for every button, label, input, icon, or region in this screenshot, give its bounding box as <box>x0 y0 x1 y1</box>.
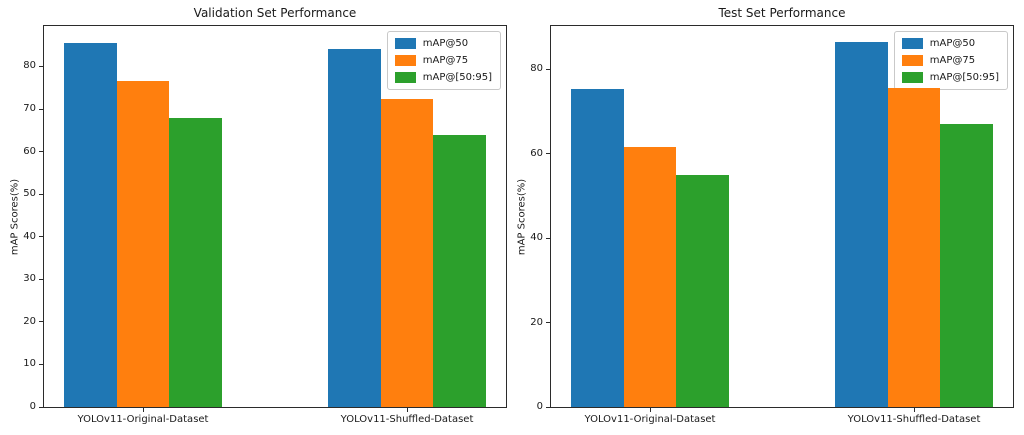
y-tick-mark <box>39 108 43 110</box>
y-tick-mark <box>546 322 550 324</box>
y-tick-mark <box>546 68 550 70</box>
legend-item: mAP@[50:95] <box>394 70 492 85</box>
y-tick-mark <box>39 406 43 408</box>
x-tick-mark <box>913 408 915 412</box>
bar <box>327 49 381 407</box>
y-tick-label: 70 <box>23 103 36 114</box>
legend-item: mAP@75 <box>901 53 999 68</box>
bar <box>940 124 994 407</box>
y-tick-mark <box>39 65 43 67</box>
bar <box>63 43 117 407</box>
y-tick-label: 30 <box>23 273 36 285</box>
legend-swatch <box>394 72 416 83</box>
y-tick-label: 40 <box>530 232 543 244</box>
x-tick-mark <box>142 408 144 412</box>
chart-test-set: Test Set Performance mAP Scores(%) mAP@5… <box>517 6 1014 425</box>
y-tick-mark <box>546 153 550 155</box>
y-tick-mark <box>546 406 550 408</box>
bar <box>623 146 677 407</box>
legend-item: mAP@[50:95] <box>901 70 999 85</box>
x-tick-label: YOLOv11-Shuffled-Dataset <box>847 414 981 425</box>
bar <box>380 98 434 407</box>
y-tick-label: 10 <box>23 358 36 370</box>
legend-swatch <box>901 72 923 83</box>
y-tick-label: 50 <box>23 188 36 200</box>
bar <box>433 134 487 407</box>
legend-label: mAP@[50:95] <box>422 72 492 83</box>
legend-label: mAP@75 <box>422 55 469 66</box>
y-tick-label: 20 <box>23 315 36 327</box>
chart-validation-set: Validation Set Performance mAP Scores(%)… <box>10 6 507 425</box>
bar <box>676 174 730 407</box>
bar <box>169 117 223 407</box>
y-tick-label: 60 <box>530 147 543 159</box>
legend-swatch <box>394 55 416 66</box>
legend-label: mAP@50 <box>422 38 469 49</box>
legend-swatch <box>901 55 923 66</box>
y-tick-label: 0 <box>29 401 36 412</box>
y-tick-label: 80 <box>530 63 543 75</box>
bar <box>570 88 624 407</box>
x-tick-label: YOLOv11-Original-Dataset <box>77 414 209 425</box>
chart-title: Test Set Performance <box>718 6 846 20</box>
y-axis-label: mAP Scores(%) <box>516 178 528 255</box>
y-tick-mark <box>546 237 550 239</box>
legend-label: mAP@50 <box>929 38 976 49</box>
legend-label: mAP@[50:95] <box>929 72 999 83</box>
x-tick-label: YOLOv11-Shuffled-Dataset <box>340 414 474 425</box>
y-tick-label: 40 <box>23 230 36 242</box>
bar <box>116 80 170 407</box>
y-axis-label: mAP Scores(%) <box>9 178 21 255</box>
bar <box>834 42 888 407</box>
legend: mAP@50 mAP@75 mAP@[50:95] <box>386 31 501 90</box>
x-tick-mark <box>649 408 651 412</box>
y-tick-label: 60 <box>23 145 36 157</box>
y-tick-label: 0 <box>536 401 543 412</box>
y-tick-mark <box>39 321 43 323</box>
y-tick-mark <box>39 236 43 238</box>
y-tick-mark <box>39 363 43 365</box>
y-tick-mark <box>39 193 43 195</box>
y-tick-label: 20 <box>530 316 543 328</box>
legend-item: mAP@50 <box>394 36 492 51</box>
y-tick-mark <box>39 151 43 153</box>
chart-title: Validation Set Performance <box>193 6 357 20</box>
legend-label: mAP@75 <box>929 55 976 66</box>
legend: mAP@50 mAP@75 mAP@[50:95] <box>893 31 1008 90</box>
legend-item: mAP@50 <box>901 36 999 51</box>
legend-item: mAP@75 <box>394 53 492 68</box>
y-tick-mark <box>39 278 43 280</box>
x-tick-mark <box>406 408 408 412</box>
bar <box>887 87 941 407</box>
x-tick-label: YOLOv11-Original-Dataset <box>584 414 716 425</box>
legend-swatch <box>901 38 923 49</box>
y-tick-label: 80 <box>23 60 36 72</box>
legend-swatch <box>394 38 416 49</box>
